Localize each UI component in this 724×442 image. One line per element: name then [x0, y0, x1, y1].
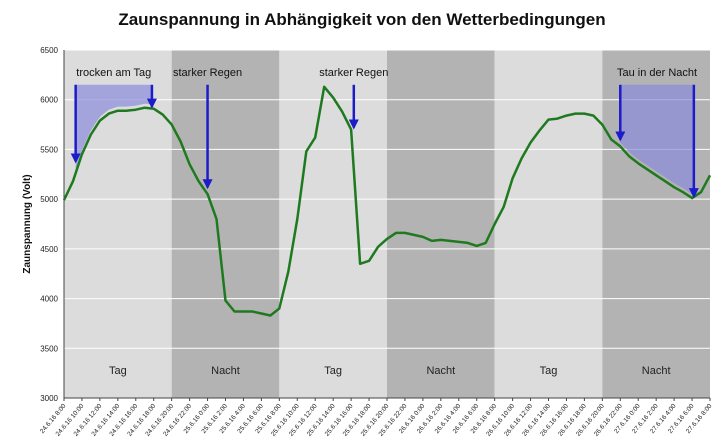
y-axis-label: Zaunspannung (Volt): [22, 174, 33, 273]
annotation-label: Tau in der Nacht: [617, 67, 697, 79]
y-tick-label: 6500: [40, 46, 58, 55]
period-label: Nacht: [642, 365, 671, 377]
period-band: [387, 50, 495, 398]
y-tick-label: 4000: [40, 295, 58, 304]
y-tick-label: 5500: [40, 145, 58, 154]
annotation-shade: [75, 84, 152, 170]
annotation-label: starker Regen: [319, 67, 388, 79]
period-label: Tag: [109, 365, 127, 377]
y-tick-label: 6000: [40, 96, 58, 105]
period-label: Nacht: [211, 365, 240, 377]
period-label: Nacht: [426, 365, 455, 377]
series-line: [62, 85, 712, 317]
y-tick-label: 5000: [40, 195, 58, 204]
period-band: [494, 50, 603, 398]
period-label: Tag: [324, 365, 342, 377]
annotation-label: trocken am Tag: [76, 67, 151, 79]
period-band: [171, 50, 280, 398]
chart-title: Zaunspannung in Abhängigkeit von den Wet…: [118, 10, 606, 29]
y-tick-label: 4500: [40, 245, 58, 254]
y-tick-label: 3000: [40, 394, 58, 403]
annotation-label: starker Regen: [173, 67, 242, 79]
period-label: Tag: [540, 365, 558, 377]
annotation-shade: [620, 84, 694, 194]
y-tick-label: 3500: [40, 344, 58, 353]
